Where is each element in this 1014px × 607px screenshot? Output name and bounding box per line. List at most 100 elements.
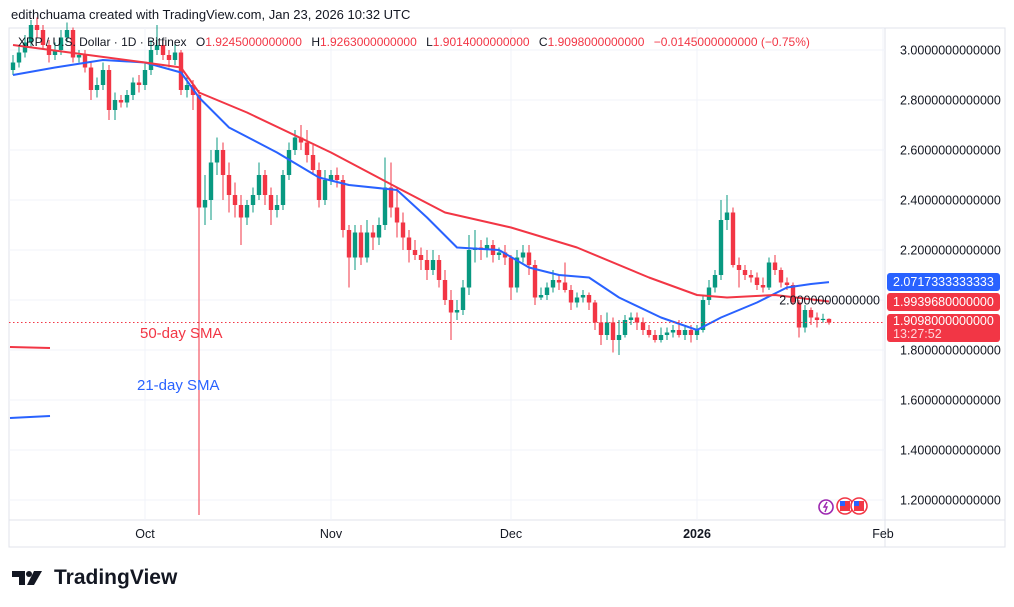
sma50-legend-line[interactable] — [9, 346, 51, 349]
candle-body — [676, 330, 682, 335]
candle-body — [436, 260, 442, 280]
candle — [736, 257, 742, 288]
moving-averages — [12, 44, 830, 331]
candle — [142, 62, 148, 90]
candle-body — [706, 287, 712, 300]
candle — [544, 282, 550, 300]
time-axis[interactable]: Oct Nov Dec 2026 Feb — [135, 527, 894, 541]
candle — [694, 325, 700, 340]
candle-body — [208, 162, 214, 200]
candle-body — [772, 262, 778, 270]
tradingview-logo[interactable]: TradingView — [12, 566, 177, 590]
candle — [214, 137, 220, 175]
candle-body — [634, 317, 640, 323]
sma50-price-badge: 1.9939680000000 — [887, 292, 1000, 311]
candle-body — [88, 67, 94, 90]
price-axis[interactable]: 3.0000000000000 2.8000000000000 2.60000000… — [779, 44, 1001, 508]
candle-body — [382, 187, 388, 225]
candle-body — [304, 142, 310, 155]
candle — [706, 280, 712, 305]
candle — [400, 212, 406, 250]
candle — [292, 130, 298, 155]
candle-body — [454, 310, 460, 313]
candle-body — [184, 85, 190, 90]
candle — [376, 217, 382, 245]
candle — [346, 225, 352, 288]
candle-body — [580, 295, 586, 298]
candle-body — [172, 52, 178, 60]
candle-body — [358, 232, 364, 258]
candle-body — [316, 170, 322, 200]
tradingview-logo-icon — [12, 571, 42, 585]
candle-body — [538, 295, 544, 298]
candle-body — [808, 310, 814, 318]
candle-body — [790, 285, 796, 303]
candle — [268, 187, 274, 225]
events-icons[interactable] — [818, 497, 868, 515]
candle-body — [214, 150, 220, 163]
candle-body — [70, 30, 76, 58]
candle — [154, 25, 160, 55]
high-label: H — [311, 35, 320, 49]
price-tick-label: 1.6000000000000 — [900, 394, 1001, 408]
candle-body — [712, 275, 718, 288]
candle — [616, 320, 622, 355]
lightning-event-icon[interactable] — [818, 499, 834, 515]
candle-body — [256, 175, 262, 195]
candle — [358, 225, 364, 265]
candle — [592, 300, 598, 330]
candle — [772, 255, 778, 275]
candle — [802, 305, 808, 333]
candle — [526, 245, 532, 275]
candle — [28, 20, 34, 48]
candle — [124, 90, 130, 108]
candle — [514, 250, 520, 293]
candle-body — [292, 137, 298, 150]
candle — [76, 50, 82, 63]
candle — [760, 277, 766, 293]
candle-body — [310, 155, 316, 170]
candle-body — [298, 137, 304, 143]
price-tick-label: 1.4000000000000 — [900, 444, 1001, 458]
candle-body — [106, 70, 112, 110]
candle — [352, 225, 358, 270]
candle — [598, 315, 604, 345]
sma21-legend-line[interactable] — [9, 415, 51, 419]
candle — [652, 330, 658, 343]
candle — [244, 200, 250, 225]
candle-body — [52, 50, 58, 55]
candle — [220, 142, 226, 200]
candle — [40, 25, 46, 50]
candle — [814, 312, 820, 328]
candle-body — [592, 302, 598, 323]
price-tick-label: 1.2000000000000 — [900, 494, 1001, 508]
candle-body — [280, 175, 286, 205]
candle-body — [412, 250, 418, 255]
sma21-annotation[interactable]: 21-day SMA — [137, 377, 220, 394]
candle — [580, 290, 586, 303]
candle — [484, 237, 490, 258]
candle — [586, 292, 592, 310]
candle-body — [796, 302, 802, 328]
candle-body — [418, 255, 424, 260]
candle — [640, 317, 646, 335]
candle-body — [550, 280, 556, 288]
candle-body — [586, 295, 592, 303]
candle — [718, 200, 724, 280]
candle-body — [322, 180, 328, 200]
candle-body — [502, 252, 508, 258]
candle-body — [424, 260, 430, 270]
sma50-annotation[interactable]: 50-day SMA — [140, 325, 223, 342]
candle-body — [748, 275, 754, 278]
candle-body — [82, 55, 88, 68]
candle — [226, 162, 232, 213]
candle — [382, 157, 388, 230]
candle-body — [532, 265, 538, 298]
candle-body — [814, 317, 820, 320]
candle — [742, 265, 748, 280]
candle-body — [442, 280, 448, 300]
candle-body — [328, 175, 334, 180]
candle-body — [388, 187, 394, 208]
symbol-title[interactable]: XRP / U.S. Dollar · 1D · Bitfinex — [18, 35, 187, 49]
